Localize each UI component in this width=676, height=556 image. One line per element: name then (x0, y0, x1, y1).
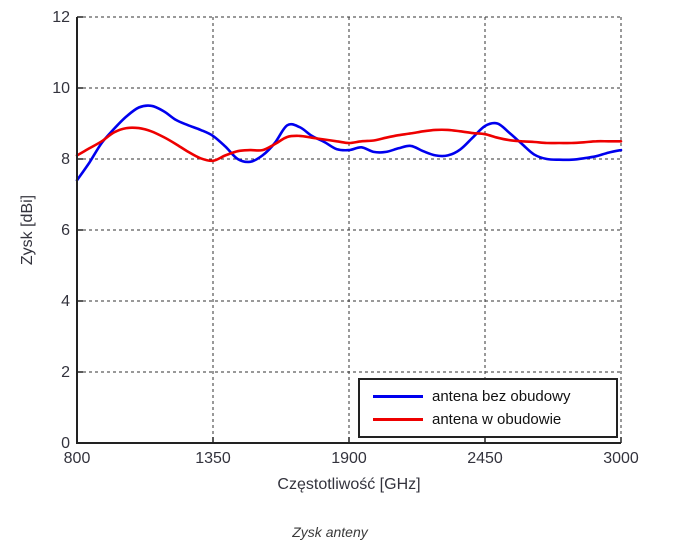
y-tick-label: 10 (52, 80, 70, 97)
legend-line-sample-red (373, 417, 423, 421)
y-axis-label: Zysk [dBi] (19, 194, 36, 266)
x-tick-label: 2450 (467, 450, 503, 467)
figure-caption: Zysk anteny (292, 524, 368, 540)
legend: antena bez obudowy antena w obudowie (358, 378, 618, 438)
y-tick-label: 0 (61, 435, 70, 452)
legend-entry-w-obudowie: antena w obudowie (373, 412, 612, 427)
legend-entry-bez-obudowy: antena bez obudowy (373, 389, 612, 404)
x-tick-label: 1350 (195, 450, 231, 467)
y-tick-label: 12 (52, 9, 70, 26)
legend-label: antena w obudowie (432, 410, 562, 428)
series-line-w-obudowie (75, 126, 623, 163)
y-tick-label: 4 (61, 293, 70, 310)
legend-label: antena bez obudowy (432, 388, 571, 406)
legend-line-sample-blue (373, 395, 423, 399)
x-tick-label: 800 (64, 450, 91, 467)
x-tick-label: 3000 (603, 450, 639, 467)
x-tick-label: 1900 (331, 450, 367, 467)
series-line-bez-obudowy (75, 104, 623, 182)
x-axis-label: Częstotliwość [GHz] (277, 476, 421, 493)
y-tick-label: 8 (61, 151, 70, 168)
y-tick-label: 6 (61, 222, 70, 239)
y-tick-label: 2 (61, 364, 70, 381)
